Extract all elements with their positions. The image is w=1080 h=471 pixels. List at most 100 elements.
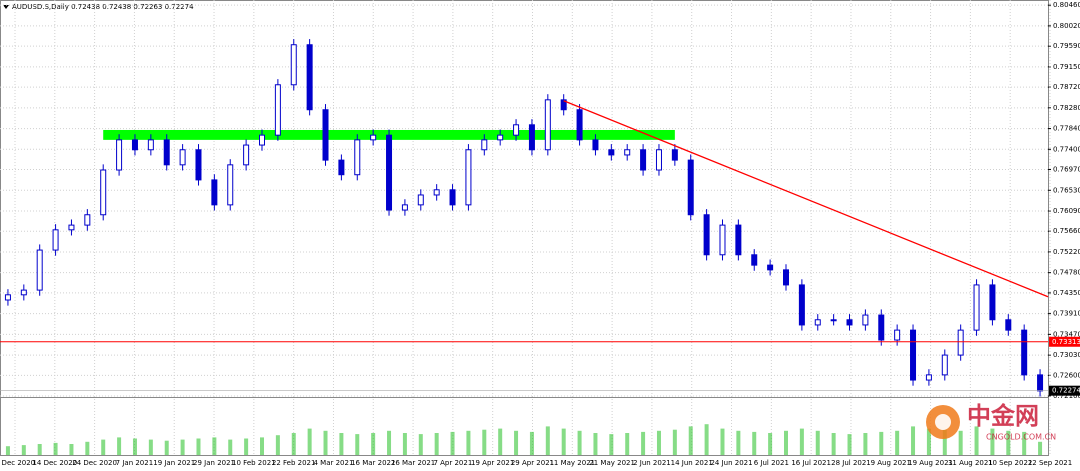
x-tick-label: 19 Jan 2021 [153, 459, 195, 467]
candle-body [386, 134, 393, 211]
volume-bar [323, 430, 328, 455]
candle-body [941, 354, 948, 376]
volume-bar [180, 439, 185, 455]
y-tick-label: 0.73470 [1053, 330, 1080, 338]
candle-body [147, 139, 154, 151]
y-tick-label: 0.75220 [1053, 248, 1080, 256]
volume-bar [688, 426, 693, 455]
x-tick-label: 19 Apr 2021 [471, 459, 514, 467]
menu-icon [3, 5, 9, 9]
y-tick-label: 0.78720 [1053, 83, 1080, 91]
volume-bar [339, 433, 344, 455]
x-tick-label: 24 Dec 2020 [72, 459, 117, 467]
x-tick-label: 9 Aug 2021 [871, 459, 911, 467]
candle-body [1005, 319, 1012, 331]
volume-bar [132, 438, 137, 455]
candle-body [116, 139, 123, 171]
volume-bar [244, 438, 249, 455]
candle-body [925, 374, 932, 381]
y-tick-label: 0.73030 [1053, 351, 1080, 359]
last-price-tag [1049, 385, 1080, 396]
y-tick-label: 0.72160 [1053, 392, 1080, 400]
candle-body [814, 319, 821, 326]
volume-bar [768, 433, 773, 455]
x-tick-label: 21 May 2021 [589, 459, 635, 467]
volume-bar [196, 438, 201, 455]
volume-bar [990, 428, 995, 455]
volume-bar [291, 433, 296, 455]
candle-body [68, 224, 75, 231]
x-tick-label: 4 Mar 2021 [313, 459, 353, 467]
candle-body [354, 139, 361, 176]
volume-bar [85, 441, 90, 455]
x-tick-label: 31 Aug 2021 [948, 459, 993, 467]
y-tick-label: 0.77400 [1053, 145, 1080, 153]
x-tick-label: 19 Aug 2021 [908, 459, 953, 467]
volume-bar [418, 434, 423, 455]
volume-bar [577, 430, 582, 455]
volume-bar [387, 430, 392, 455]
candle-body [624, 149, 631, 156]
candle-body [370, 134, 377, 141]
last-price-label: 0.72274 [1052, 387, 1080, 395]
volume-bar [958, 430, 963, 455]
watermark-brand: 中金网 [967, 402, 1039, 430]
candle-body [306, 44, 313, 111]
candle-body [735, 224, 742, 256]
candle-body [290, 44, 297, 86]
x-tick-label: 14 Jun 2021 [671, 459, 713, 467]
volume-bar [260, 437, 264, 455]
x-tick-label: 10 Feb 2021 [232, 459, 276, 467]
x-tick-label: 2 Jun 2021 [633, 459, 671, 467]
volume-bar [672, 429, 677, 455]
x-tick-label: 10 Sep 2021 [988, 459, 1032, 467]
candle-body [259, 134, 265, 146]
x-tick-label: 22 Sep 2021 [1028, 459, 1072, 467]
candle-body [640, 149, 647, 171]
candle-body [878, 314, 885, 341]
candle-body [497, 134, 504, 141]
volume-bar [402, 433, 407, 455]
volume-bar [704, 424, 709, 455]
volume-bar [1022, 431, 1027, 455]
volume-bar [879, 431, 884, 455]
y-tick-label: 0.72600 [1053, 371, 1080, 379]
y-tick-label: 0.76090 [1053, 207, 1080, 215]
y-tick-label: 0.74350 [1053, 289, 1080, 297]
volume-bar [69, 444, 74, 455]
y-tick-label: 0.78280 [1053, 104, 1080, 112]
volume-bar [371, 433, 376, 455]
volume-bar [974, 426, 979, 455]
volume-bar [641, 431, 646, 455]
candle-body [528, 124, 535, 151]
candle-body [957, 329, 964, 356]
price-tag [1049, 336, 1080, 347]
candle-body [131, 139, 138, 151]
candle-body [481, 139, 488, 151]
x-tick-label: 16 Jul 2021 [791, 459, 831, 467]
candle-body [274, 84, 281, 136]
candle-body [195, 149, 202, 181]
candle-body [20, 289, 27, 296]
volume-bar [514, 430, 519, 455]
volume-bar [942, 429, 947, 455]
candle-body [52, 229, 59, 251]
candle-body [592, 139, 599, 151]
candle-body [846, 319, 853, 326]
volume-bar [1038, 441, 1043, 455]
x-tick-label: 14 Dec 2020 [32, 459, 77, 467]
volume-bar [117, 437, 122, 455]
plot-frame [0, 0, 1049, 456]
y-tick-label: 0.80020 [1053, 22, 1080, 30]
volume-bar [101, 439, 106, 455]
y-tick-label: 0.76970 [1053, 166, 1080, 174]
watermark-site: CNGOLD.COM.CN [986, 433, 1056, 442]
candle-body [36, 249, 43, 291]
candle-body [322, 109, 329, 161]
x-tick-label: 16 Mar 2021 [351, 459, 395, 467]
volume-bar [895, 430, 900, 455]
y-tick-label: 0.79150 [1053, 63, 1080, 71]
volume-bar [466, 430, 471, 455]
candle-body [338, 159, 345, 176]
candle-body [211, 179, 218, 206]
